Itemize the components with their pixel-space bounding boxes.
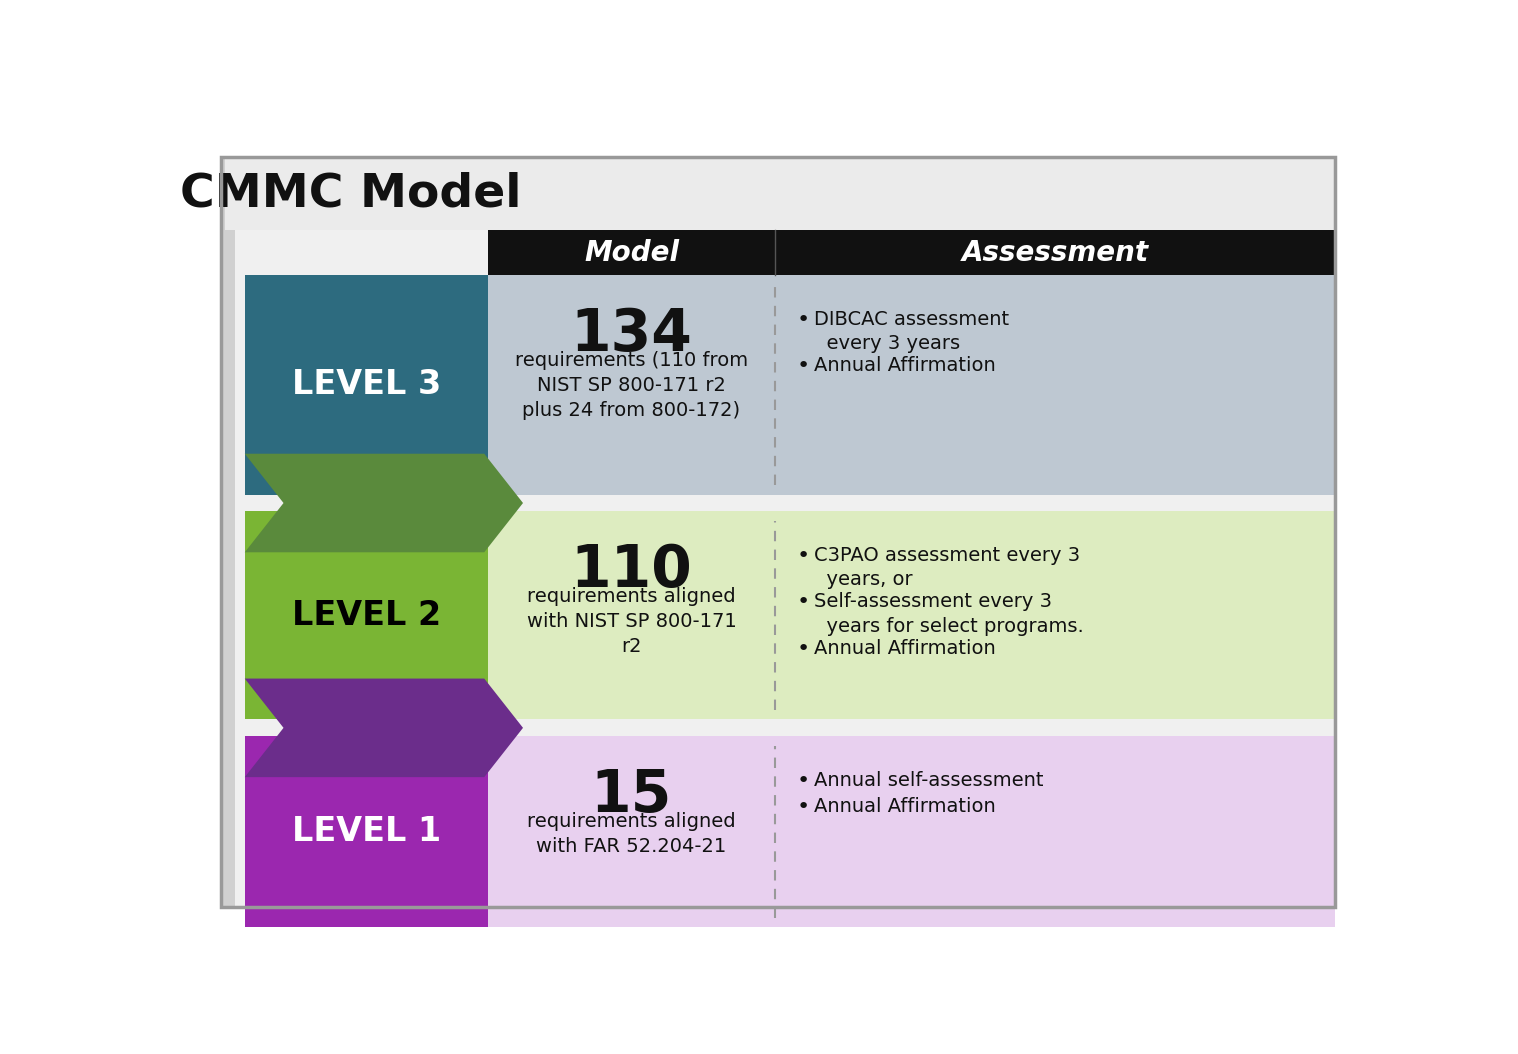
- Text: Annual Affirmation: Annual Affirmation: [814, 356, 996, 375]
- Bar: [244, 737, 489, 928]
- Text: requirements aligned
with FAR 52.204-21: requirements aligned with FAR 52.204-21: [527, 812, 736, 856]
- Text: Self-assessment every 3
  years for select programs.: Self-assessment every 3 years for select…: [814, 592, 1084, 636]
- Text: CMMC Model: CMMC Model: [181, 172, 522, 216]
- Polygon shape: [244, 453, 524, 552]
- Bar: [244, 511, 489, 720]
- Bar: [489, 511, 1336, 720]
- Text: 110: 110: [571, 542, 692, 600]
- Polygon shape: [244, 679, 524, 777]
- Text: 134: 134: [571, 306, 692, 363]
- Text: C3PAO assessment every 3
  years, or: C3PAO assessment every 3 years, or: [814, 546, 1079, 589]
- Text: •: •: [797, 356, 809, 376]
- Bar: [489, 737, 1336, 928]
- Text: LEVEL 2: LEVEL 2: [291, 599, 442, 632]
- Text: Annual Affirmation: Annual Affirmation: [814, 797, 996, 816]
- Text: Assessment: Assessment: [961, 239, 1149, 267]
- Text: Annual self-assessment: Annual self-assessment: [814, 770, 1043, 789]
- Text: requirements (110 from
NIST SP 800-171 r2
plus 24 from 800-172): requirements (110 from NIST SP 800-171 r…: [515, 351, 748, 419]
- Text: LEVEL 3: LEVEL 3: [291, 368, 442, 402]
- Text: •: •: [797, 310, 809, 330]
- Text: DIBCAC assessment
  every 3 years: DIBCAC assessment every 3 years: [814, 310, 1009, 353]
- Text: •: •: [797, 546, 809, 566]
- Text: LEVEL 1: LEVEL 1: [291, 816, 442, 848]
- Text: •: •: [797, 639, 809, 659]
- Bar: [489, 275, 1336, 494]
- Bar: [220, 157, 235, 907]
- Text: requirements aligned
with NIST SP 800-171
r2: requirements aligned with NIST SP 800-17…: [527, 587, 736, 656]
- Bar: [244, 275, 489, 494]
- Text: •: •: [797, 797, 809, 817]
- Bar: [225, 157, 1336, 231]
- Text: 15: 15: [591, 767, 672, 824]
- Text: Model: Model: [584, 239, 679, 267]
- Bar: [489, 231, 1336, 275]
- Text: •: •: [797, 770, 809, 790]
- Text: •: •: [797, 592, 809, 612]
- Text: Annual Affirmation: Annual Affirmation: [814, 639, 996, 658]
